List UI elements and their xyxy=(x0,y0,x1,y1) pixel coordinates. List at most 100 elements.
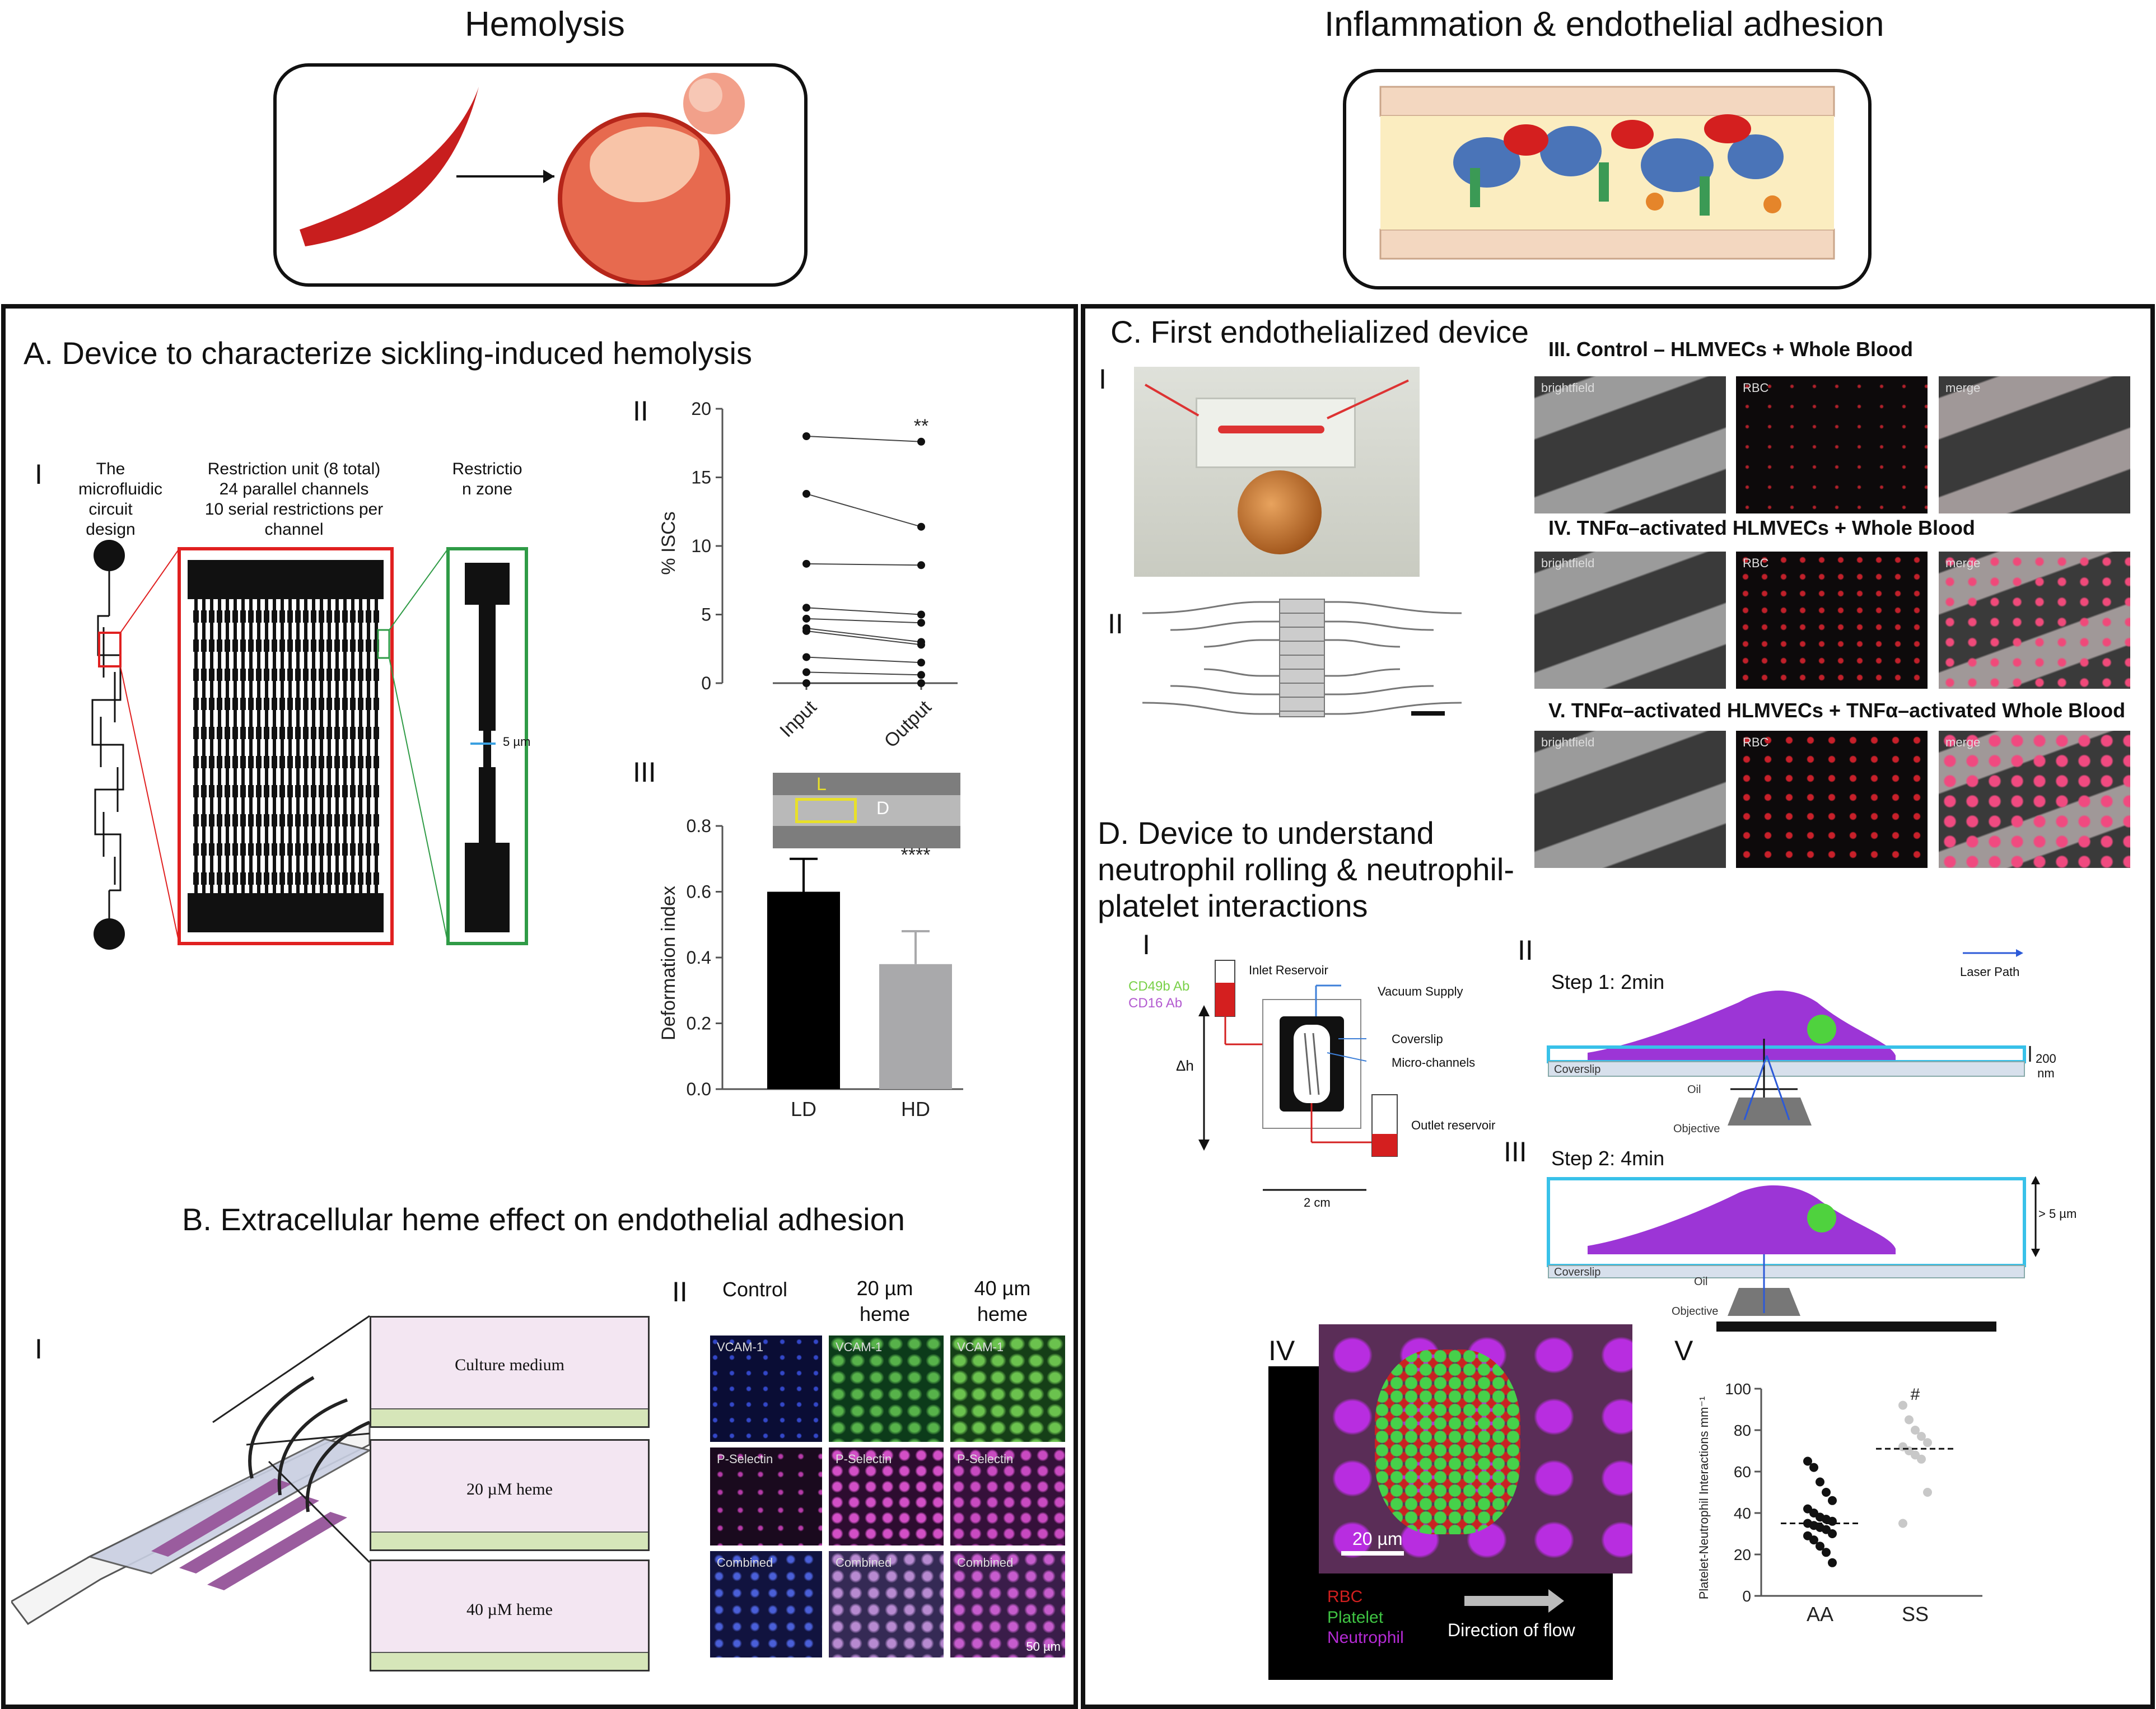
panel-d-title-1: D. Device to understand xyxy=(1098,815,1434,851)
y-tick-label: 0 xyxy=(1742,1587,1751,1605)
sub-v-label: V. TNFα–activated HLMVECs + TNFα–activat… xyxy=(1548,699,2126,722)
col-40um-b: heme xyxy=(977,1302,1028,1325)
channel-restriction xyxy=(311,610,316,623)
channel-restriction xyxy=(358,698,363,710)
data-point xyxy=(1816,1542,1824,1551)
channel-restriction xyxy=(303,639,309,652)
channel-restriction xyxy=(287,669,293,681)
channel-restriction xyxy=(217,843,222,856)
channel-restriction xyxy=(217,756,222,768)
cd16-label: CD16 Ab xyxy=(1128,996,1183,1011)
platelet-cluster xyxy=(1375,1350,1520,1534)
channel-restriction xyxy=(334,814,340,827)
data-point xyxy=(1809,1463,1818,1472)
data-point xyxy=(917,659,925,667)
parallel-channel xyxy=(288,599,292,893)
channel-restriction xyxy=(272,669,277,681)
y-tick-label: 20 xyxy=(691,399,711,419)
c3-merge-label: merge xyxy=(1945,381,1981,395)
channel-restriction xyxy=(350,785,356,797)
unit-label-2: 24 parallel channels xyxy=(219,480,369,498)
channel-restriction xyxy=(311,727,316,739)
channel-restriction xyxy=(232,843,238,856)
channel-restriction xyxy=(209,610,214,623)
channel-restriction xyxy=(201,814,207,827)
um5-label: > 5 µm xyxy=(2038,1207,2077,1221)
parallel-channels xyxy=(193,599,379,893)
data-point xyxy=(917,671,925,679)
legend-platelet: Platelet xyxy=(1327,1608,1384,1627)
chamber-2-label: 20 µM heme xyxy=(466,1480,553,1498)
channel-restriction xyxy=(217,669,222,681)
hemolysis-title: Hemolysis xyxy=(465,5,625,44)
channel-restriction xyxy=(326,872,332,885)
parallel-channel xyxy=(265,599,268,893)
nm200-b: nm xyxy=(2037,1066,2055,1080)
channel-restriction xyxy=(295,639,301,652)
channel-restriction xyxy=(319,727,324,739)
data-point xyxy=(1923,1438,1932,1447)
data-point xyxy=(1828,1529,1837,1538)
neutrophil-platelet-micrograph: 20 µm RBC Platelet Neutrophil Direction … xyxy=(1268,1324,1632,1680)
channel-restriction xyxy=(374,639,379,652)
legend-rbc: RBC xyxy=(1327,1587,1363,1606)
channel-restriction xyxy=(279,698,285,710)
parallel-channel xyxy=(226,599,229,893)
data-point xyxy=(917,561,925,569)
channel-restriction xyxy=(326,610,332,623)
channel-restriction xyxy=(232,814,238,827)
channel-restriction xyxy=(248,843,254,856)
data-point xyxy=(1828,1516,1837,1526)
data-point xyxy=(1898,1519,1907,1528)
channel-restriction xyxy=(366,785,371,797)
channel-restriction xyxy=(279,785,285,797)
parallel-channel xyxy=(234,599,237,893)
channel-restriction xyxy=(256,669,262,681)
x-tick-label: AA xyxy=(1807,1603,1833,1626)
heme-image-comb-40: Combined 50 µm xyxy=(950,1551,1065,1657)
col-control: Control xyxy=(722,1278,788,1301)
parallel-channel xyxy=(359,599,362,893)
channel-restriction xyxy=(342,639,348,652)
col-20um-b: heme xyxy=(859,1302,911,1325)
chamber-20um-heme: 20 µM heme xyxy=(370,1439,650,1551)
c5-brightfield: brightfield xyxy=(1534,731,1726,868)
channel-restriction xyxy=(366,639,371,652)
channel-restriction xyxy=(303,785,309,797)
channel-restriction xyxy=(326,698,332,710)
channel-restriction xyxy=(225,639,230,652)
parallel-channel xyxy=(312,599,315,893)
channel-restriction xyxy=(232,698,238,710)
channel-restriction xyxy=(232,610,238,623)
channel-restriction xyxy=(287,639,293,652)
channel-restriction xyxy=(350,756,356,768)
deformation-inset-image: L D xyxy=(773,773,960,848)
channel-restriction xyxy=(240,843,246,856)
channel-restriction xyxy=(287,727,293,739)
channel-restriction xyxy=(342,843,348,856)
channel-restriction xyxy=(374,814,379,827)
channel-restriction xyxy=(366,727,371,739)
channel-restriction xyxy=(319,669,324,681)
channel-restriction xyxy=(319,610,324,623)
panel-b-title: B. Extracellular heme effect on endothel… xyxy=(182,1202,905,1237)
inset-d-label: D xyxy=(876,798,890,818)
channel-restriction xyxy=(193,610,199,623)
channel-restriction xyxy=(279,872,285,885)
unit-label-4: channel xyxy=(264,520,324,539)
panel-d-roman-iv: IV xyxy=(1268,1335,1295,1366)
panel-c-roman-ii: II xyxy=(1108,608,1123,639)
channel-restriction xyxy=(225,756,230,768)
x-tick-label: SS xyxy=(1902,1603,1929,1626)
channel-restriction xyxy=(256,639,262,652)
channel-restriction xyxy=(248,756,254,768)
channel-restriction xyxy=(217,727,222,739)
y-tick-label: 40 xyxy=(1734,1505,1751,1522)
legend-neutrophil: Neutrophil xyxy=(1327,1628,1404,1647)
channel-restriction xyxy=(256,785,262,797)
channel-restriction xyxy=(295,814,301,827)
sub-iv-label: IV. TNFα–activated HLMVECs + Whole Blood xyxy=(1548,516,1975,539)
data-point xyxy=(1822,1548,1831,1557)
channel-restriction xyxy=(193,814,199,827)
channel-restriction xyxy=(295,610,301,623)
